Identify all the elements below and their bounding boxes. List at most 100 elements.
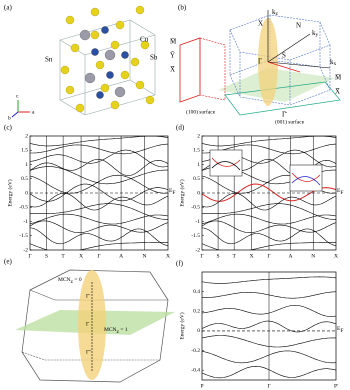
bands bbox=[30, 136, 168, 250]
plot-frame bbox=[201, 271, 337, 381]
k-label: N bbox=[311, 253, 315, 259]
atom-label: Cu bbox=[140, 36, 149, 44]
band bbox=[202, 213, 336, 225]
k-label: P bbox=[200, 383, 203, 389]
plot-frame bbox=[201, 135, 337, 251]
plane-label-sub: z bbox=[71, 279, 74, 285]
surface-point: M̄ bbox=[170, 38, 177, 46]
y-tick-label: -0.4 bbox=[191, 367, 200, 373]
plane-label-main: MCN bbox=[104, 327, 117, 333]
y-tick-label: -0.2 bbox=[191, 348, 200, 354]
cell-edge bbox=[84, 94, 156, 116]
y-tick-label: 0 bbox=[25, 190, 28, 196]
inset-band bbox=[211, 161, 241, 171]
surface-point: X̄ bbox=[170, 66, 175, 74]
band bbox=[202, 305, 336, 317]
sb-atom bbox=[130, 57, 140, 67]
panel-label: (a) bbox=[4, 4, 12, 12]
k-label: S bbox=[45, 253, 48, 259]
surface-box bbox=[199, 37, 226, 101]
cu-atom bbox=[106, 71, 114, 79]
k-axis-label-sub: x bbox=[334, 61, 337, 67]
plane-label-rest: = 1 bbox=[119, 327, 128, 333]
k-label: T bbox=[61, 253, 65, 259]
y-tick-label: -0.5 bbox=[19, 205, 28, 211]
surface-box bbox=[179, 37, 201, 103]
band bbox=[202, 143, 336, 155]
band bbox=[30, 227, 168, 246]
y-tick-label: -1.5 bbox=[191, 233, 200, 239]
sb-atom bbox=[65, 15, 75, 25]
band bbox=[202, 350, 336, 364]
band bbox=[30, 149, 168, 168]
band bbox=[202, 365, 336, 379]
atom-label: Sb bbox=[150, 54, 158, 62]
sb-atom bbox=[135, 80, 145, 90]
band bbox=[30, 192, 168, 211]
band bbox=[202, 242, 336, 250]
cell-edge bbox=[129, 19, 156, 36]
sb-atom bbox=[90, 30, 100, 40]
axis-label: a bbox=[32, 109, 35, 115]
k-path bbox=[267, 61, 301, 73]
plane-label: MCNz = 0 bbox=[58, 277, 82, 285]
k-label: Γ bbox=[267, 383, 270, 389]
bz-point: Γ bbox=[258, 58, 262, 66]
axis-label: b bbox=[8, 115, 11, 121]
sb-atom bbox=[120, 70, 130, 80]
atom-label: Sn bbox=[45, 56, 53, 64]
band bbox=[202, 335, 336, 348]
fermi-label-main: E bbox=[169, 188, 173, 194]
band bbox=[202, 227, 336, 246]
y-tick-label: 0 bbox=[197, 190, 200, 196]
plane-label-sub: z bbox=[117, 329, 120, 335]
inset-band bbox=[211, 157, 241, 167]
k-label: X bbox=[79, 253, 83, 259]
bz-point: Γ'' bbox=[86, 349, 91, 355]
k-label: X bbox=[166, 253, 170, 259]
y-axis-label: Energy (eV) bbox=[178, 312, 185, 339]
bz-point: X bbox=[258, 20, 263, 28]
sb-atom bbox=[95, 60, 105, 70]
y-tick-label: -2 bbox=[195, 247, 200, 253]
k-axis-label-main: k bbox=[312, 29, 316, 37]
panel-label: (e) bbox=[4, 258, 12, 266]
y-axis-label: Energy (eV) bbox=[6, 179, 13, 206]
k-axis bbox=[267, 33, 311, 63]
y-tick-label: -1.5 bbox=[19, 233, 28, 239]
k-axis-label-main: k bbox=[330, 58, 334, 66]
band bbox=[202, 220, 336, 233]
bz-point: Γ' bbox=[86, 293, 90, 299]
y-tick-label: 2 bbox=[197, 133, 200, 139]
axis-label: c bbox=[16, 93, 19, 99]
sb-atom bbox=[70, 43, 80, 53]
sn-atom bbox=[84, 72, 96, 84]
k-axis-label: kz bbox=[272, 8, 279, 18]
sb-atom bbox=[100, 83, 110, 93]
k-axis-label: ky bbox=[312, 29, 319, 39]
fermi-label-main: E bbox=[337, 326, 341, 332]
surface-label: (001) surface bbox=[275, 118, 305, 125]
cu-atom bbox=[121, 51, 129, 59]
band bbox=[30, 159, 168, 176]
sb-atom bbox=[145, 95, 155, 105]
k-label: Γ bbox=[267, 253, 270, 259]
panel-label: (c) bbox=[4, 124, 12, 132]
band bbox=[202, 276, 336, 284]
panel-label: (d) bbox=[176, 124, 185, 132]
y-tick-label: -2 bbox=[23, 247, 28, 253]
sb-atom bbox=[140, 40, 150, 50]
bz-point: N bbox=[296, 22, 301, 30]
cell-edge bbox=[59, 99, 86, 116]
panel-label: (f) bbox=[176, 260, 184, 268]
cell-edge bbox=[59, 79, 131, 101]
band bbox=[202, 291, 336, 299]
k-label: X bbox=[334, 253, 338, 259]
fermi-label-sub: F bbox=[340, 328, 343, 334]
band bbox=[30, 213, 168, 225]
y-tick-label: 1 bbox=[197, 162, 200, 168]
y-tick-label: 0.5 bbox=[21, 176, 28, 182]
cu-atom bbox=[101, 26, 109, 34]
k-label: X bbox=[250, 253, 254, 259]
band bbox=[202, 192, 336, 211]
